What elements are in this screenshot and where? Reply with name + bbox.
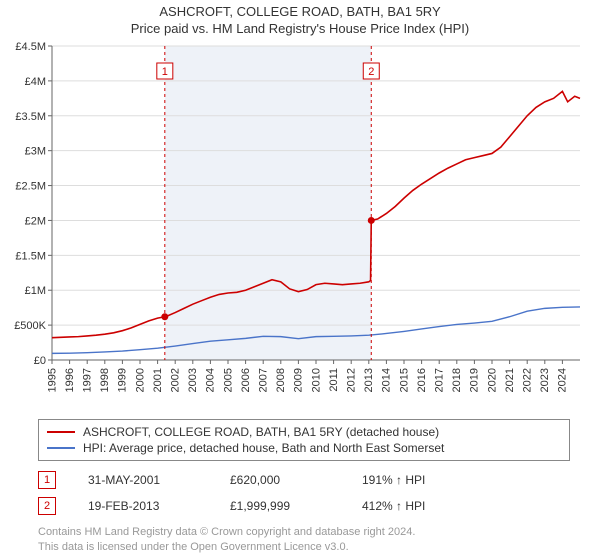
footer-line1: Contains HM Land Registry data © Crown c… <box>38 525 570 540</box>
svg-text:2019: 2019 <box>469 368 481 392</box>
svg-text:2008: 2008 <box>275 368 287 392</box>
legend-label: ASHCROFT, COLLEGE ROAD, BATH, BA1 5RY (d… <box>83 425 439 439</box>
legend-swatch <box>47 431 75 433</box>
svg-text:2013: 2013 <box>363 368 375 392</box>
svg-text:£1M: £1M <box>25 285 46 297</box>
svg-text:2004: 2004 <box>205 368 217 392</box>
svg-text:£3.5M: £3.5M <box>15 111 46 123</box>
svg-text:1996: 1996 <box>64 368 76 392</box>
svg-text:2018: 2018 <box>451 368 463 392</box>
svg-text:2003: 2003 <box>187 368 199 392</box>
title-subtitle: Price paid vs. HM Land Registry's House … <box>0 21 600 36</box>
svg-text:2023: 2023 <box>539 368 551 392</box>
svg-text:2017: 2017 <box>434 368 446 392</box>
event-price: £1,999,999 <box>230 499 330 513</box>
event-price: £620,000 <box>230 473 330 487</box>
svg-text:2: 2 <box>368 66 374 78</box>
event-date: 31-MAY-2001 <box>88 473 198 487</box>
svg-text:2005: 2005 <box>222 368 234 392</box>
event-date: 19-FEB-2013 <box>88 499 198 513</box>
svg-text:£2.5M: £2.5M <box>15 181 46 193</box>
svg-text:2010: 2010 <box>310 368 322 392</box>
event-row: 2 19-FEB-2013 £1,999,999 412% ↑ HPI <box>38 493 570 519</box>
svg-text:1998: 1998 <box>99 368 111 392</box>
legend-swatch <box>47 447 75 449</box>
title-address: ASHCROFT, COLLEGE ROAD, BATH, BA1 5RY <box>0 4 600 19</box>
svg-text:£2M: £2M <box>25 215 46 227</box>
svg-text:1999: 1999 <box>117 368 129 392</box>
svg-text:1995: 1995 <box>46 368 58 392</box>
legend-label: HPI: Average price, detached house, Bath… <box>83 441 444 455</box>
svg-text:2016: 2016 <box>416 368 428 392</box>
svg-text:2020: 2020 <box>486 368 498 392</box>
event-marker: 1 <box>38 471 56 489</box>
event-marker: 2 <box>38 497 56 515</box>
svg-text:2021: 2021 <box>504 368 516 392</box>
legend-item: ASHCROFT, COLLEGE ROAD, BATH, BA1 5RY (d… <box>47 424 561 440</box>
legend-item: HPI: Average price, detached house, Bath… <box>47 440 561 456</box>
legend: ASHCROFT, COLLEGE ROAD, BATH, BA1 5RY (d… <box>38 419 570 461</box>
svg-text:1997: 1997 <box>81 368 93 392</box>
svg-text:£4.5M: £4.5M <box>15 41 46 53</box>
svg-text:2022: 2022 <box>522 368 534 392</box>
svg-text:2007: 2007 <box>258 368 270 392</box>
svg-text:2014: 2014 <box>381 368 393 392</box>
svg-text:2001: 2001 <box>152 368 164 392</box>
svg-text:2009: 2009 <box>293 368 305 392</box>
svg-text:2002: 2002 <box>169 368 181 392</box>
events-table: 1 31-MAY-2001 £620,000 191% ↑ HPI 2 19-FEB-20… <box>38 467 570 519</box>
svg-text:£0: £0 <box>34 355 46 367</box>
svg-text:2011: 2011 <box>328 368 340 392</box>
chart-area: £0 £500K £1M £1.5M £2M £2.5M £3M £3.5M £4M £4.5M 1… <box>0 38 600 413</box>
event-hpi: 412% ↑ HPI <box>362 499 482 513</box>
svg-text:2012: 2012 <box>346 368 358 392</box>
svg-text:2015: 2015 <box>398 368 410 392</box>
svg-text:1: 1 <box>162 66 168 78</box>
line-chart: £0 £500K £1M £1.5M £2M £2.5M £3M £3.5M £4M £4.5M 1… <box>0 38 600 413</box>
svg-text:£4M: £4M <box>25 76 46 88</box>
svg-text:£1.5M: £1.5M <box>15 250 46 262</box>
svg-text:2024: 2024 <box>557 368 569 392</box>
svg-text:2006: 2006 <box>240 368 252 392</box>
footer-attribution: Contains HM Land Registry data © Crown c… <box>38 525 570 555</box>
footer-line2: This data is licensed under the Open Gov… <box>38 540 570 555</box>
svg-text:£500K: £500K <box>14 320 46 332</box>
svg-text:2000: 2000 <box>134 368 146 392</box>
chart-titles: ASHCROFT, COLLEGE ROAD, BATH, BA1 5RY Pr… <box>0 0 600 38</box>
svg-text:£3M: £3M <box>25 146 46 158</box>
event-hpi: 191% ↑ HPI <box>362 473 482 487</box>
event-row: 1 31-MAY-2001 £620,000 191% ↑ HPI <box>38 467 570 493</box>
